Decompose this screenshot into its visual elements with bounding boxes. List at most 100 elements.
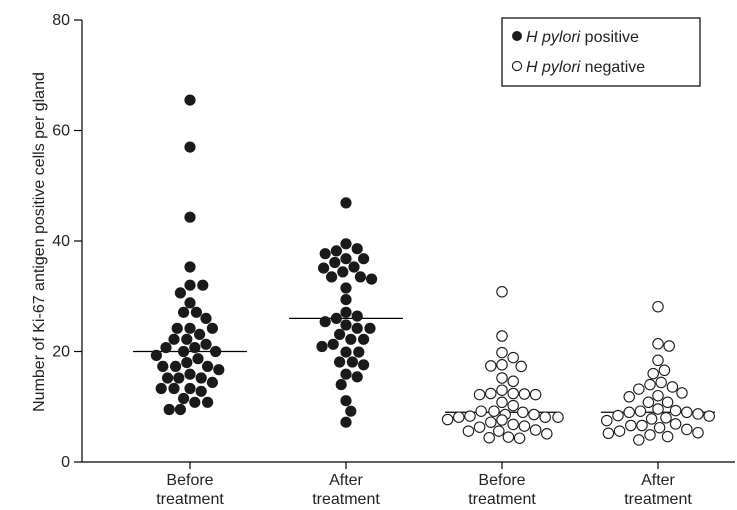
data-point bbox=[623, 406, 635, 419]
data-point bbox=[496, 372, 508, 384]
data-point bbox=[496, 384, 508, 396]
data-point bbox=[539, 411, 551, 423]
data-point bbox=[202, 396, 214, 408]
data-point bbox=[184, 279, 196, 291]
data-point bbox=[192, 353, 204, 365]
data-point bbox=[357, 253, 370, 265]
data-point bbox=[189, 396, 201, 408]
y-ticks: 0 20 40 60 80 bbox=[52, 12, 82, 471]
data-point bbox=[340, 346, 352, 358]
data-point bbox=[507, 387, 519, 400]
data-point bbox=[340, 395, 352, 407]
data-point bbox=[661, 430, 674, 443]
data-point bbox=[507, 375, 519, 388]
y-tick-label: 80 bbox=[52, 12, 70, 29]
data-point bbox=[652, 338, 664, 350]
data-point bbox=[441, 413, 454, 426]
data-point bbox=[623, 391, 635, 403]
data-point bbox=[636, 419, 648, 432]
data-point bbox=[340, 368, 352, 380]
data-point bbox=[340, 306, 352, 318]
data-point bbox=[184, 141, 196, 153]
data-point bbox=[681, 406, 693, 419]
data-point bbox=[647, 367, 659, 380]
x-tick-label: Before treatment bbox=[468, 472, 536, 508]
data-point bbox=[319, 316, 331, 328]
data-point bbox=[200, 338, 212, 350]
data-point bbox=[644, 429, 656, 441]
data-point bbox=[633, 383, 645, 395]
data-point bbox=[692, 426, 704, 439]
y-tick-label: 40 bbox=[52, 233, 70, 250]
data-point bbox=[206, 376, 218, 388]
data-point bbox=[340, 319, 352, 331]
data-point bbox=[653, 421, 666, 434]
data-point bbox=[340, 293, 352, 306]
data-point bbox=[493, 425, 505, 437]
data-point bbox=[316, 340, 328, 353]
data-point bbox=[329, 256, 341, 269]
data-point bbox=[496, 414, 508, 426]
data-point bbox=[202, 360, 214, 372]
data-point bbox=[669, 404, 682, 417]
data-point bbox=[658, 364, 671, 377]
data-point bbox=[660, 412, 672, 424]
data-points bbox=[150, 94, 715, 446]
data-point bbox=[319, 248, 331, 260]
data-point bbox=[612, 409, 624, 422]
data-point bbox=[173, 372, 185, 384]
data-point bbox=[473, 421, 486, 433]
data-point bbox=[351, 243, 363, 255]
data-point bbox=[184, 382, 196, 395]
data-point bbox=[348, 261, 360, 273]
data-point bbox=[663, 340, 675, 352]
data-point bbox=[485, 360, 497, 372]
legend-marker-open bbox=[511, 60, 523, 72]
data-point bbox=[488, 405, 500, 417]
x-tick-label: After treatment bbox=[624, 472, 692, 508]
data-point bbox=[513, 432, 526, 444]
data-point bbox=[184, 261, 196, 273]
data-point bbox=[340, 282, 352, 294]
data-point bbox=[200, 312, 212, 324]
data-point bbox=[676, 387, 688, 399]
data-point bbox=[210, 345, 222, 358]
data-point bbox=[634, 405, 647, 417]
data-point bbox=[190, 306, 202, 318]
data-point bbox=[507, 399, 519, 412]
data-point bbox=[602, 427, 615, 440]
data-point bbox=[475, 405, 487, 417]
legend-entries: H pylori positive H pylori negative bbox=[511, 29, 645, 76]
data-point bbox=[529, 388, 542, 401]
data-point bbox=[518, 388, 531, 400]
data-point bbox=[625, 419, 637, 432]
data-point bbox=[351, 310, 363, 322]
data-point bbox=[485, 416, 497, 428]
data-point bbox=[170, 360, 182, 372]
data-point bbox=[184, 322, 196, 334]
data-point bbox=[346, 356, 358, 368]
data-point bbox=[496, 346, 508, 359]
data-point bbox=[357, 359, 370, 371]
data-point bbox=[162, 372, 174, 384]
data-point bbox=[518, 420, 531, 432]
data-point bbox=[317, 262, 330, 274]
data-point bbox=[171, 322, 183, 334]
data-point bbox=[213, 364, 225, 376]
data-point bbox=[163, 403, 175, 416]
data-point bbox=[669, 418, 682, 430]
data-point bbox=[655, 376, 667, 389]
data-point bbox=[178, 306, 190, 318]
data-point bbox=[330, 245, 342, 257]
data-point bbox=[181, 333, 193, 345]
data-point bbox=[357, 333, 370, 345]
data-point bbox=[462, 425, 475, 437]
data-point bbox=[652, 354, 664, 367]
data-point bbox=[184, 211, 196, 223]
data-point bbox=[645, 413, 658, 425]
category-labels: Before treatment After treatment Before treat… bbox=[156, 462, 692, 508]
data-point bbox=[502, 431, 515, 443]
data-point bbox=[168, 382, 180, 395]
data-point bbox=[703, 410, 715, 422]
